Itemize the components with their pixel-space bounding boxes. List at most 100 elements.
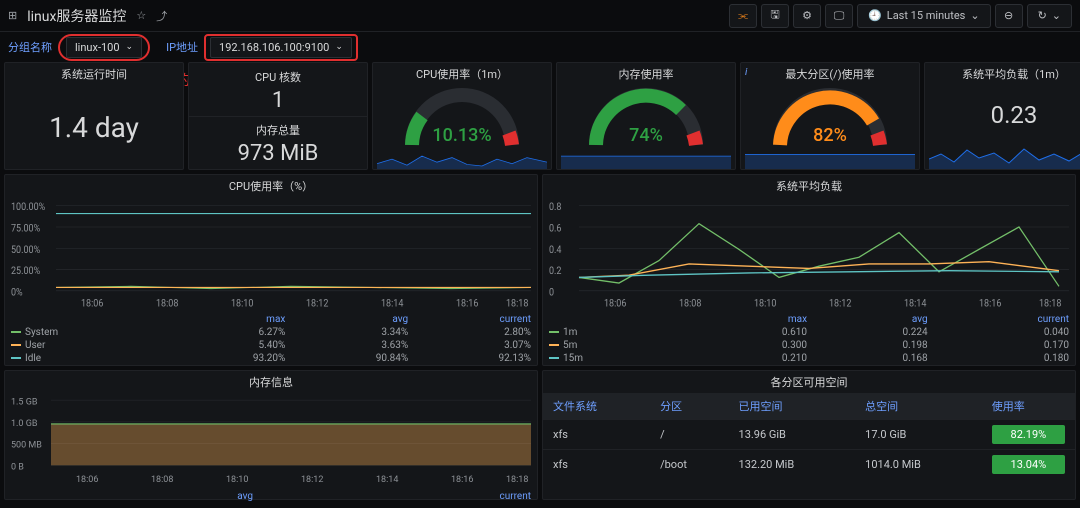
svg-text:0.8: 0.8 — [549, 202, 561, 214]
svg-text:18:12: 18:12 — [829, 298, 852, 310]
svg-text:1.5 GB: 1.5 GB — [11, 397, 38, 407]
refresh-button[interactable]: ↻ ⌄ — [1027, 4, 1072, 28]
gauge-value: 82% — [813, 125, 847, 146]
col-pct[interactable]: 使用率 — [982, 393, 1075, 420]
gauge-value: 10.13% — [432, 125, 491, 146]
cpu-chart[interactable]: 100.00% 75.00% 50.00% 25.00% 0% 18:06 18… — [11, 199, 531, 311]
svg-text:18:10: 18:10 — [226, 475, 248, 485]
panel-title: 内存使用率 — [557, 63, 735, 85]
cpu-cores-value: 1 — [189, 88, 367, 113]
svg-text:18:18: 18:18 — [1039, 298, 1061, 310]
chart-row: CPU使用率（%） 100.00% 75.00% 50.00% 25.00% 0… — [0, 174, 1080, 366]
variable-bar: 分组名称 linux-100 ⌄ IP地址 192.168.106.100:91… — [0, 32, 1080, 62]
panel-title: 各分区可用空间 — [543, 371, 1075, 393]
svg-text:18:08: 18:08 — [679, 298, 701, 310]
svg-text:18:06: 18:06 — [81, 298, 103, 310]
tv-button[interactable]: 🖵 — [825, 4, 853, 28]
panel-title: 内存总量 — [189, 119, 367, 141]
mem-chart[interactable]: 1.5 GB 1.0 GB 500 MB 0 B 18:06 18:08 18:… — [11, 395, 531, 488]
col-fs[interactable]: 文件系统 — [543, 393, 650, 420]
sparkline — [925, 144, 1080, 169]
svg-text:18:16: 18:16 — [456, 298, 478, 310]
panel-disk-root: i 最大分区(/)使用率 82% — [740, 62, 920, 170]
time-range-label: Last 15 minutes — [887, 9, 966, 22]
panel-mem-pct: 内存使用率 74% — [556, 62, 736, 170]
panel-mem-chart: 内存信息 1.5 GB 1.0 GB 500 MB 0 B 18:06 18:0… — [4, 370, 538, 500]
cpu-legend: maxavgcurrent System6.27%3.34%2.80% User… — [5, 313, 537, 365]
clock-icon: 🕘 — [868, 9, 882, 22]
var-group-value: linux-100 — [75, 41, 120, 54]
panel-load-chart: 系统平均负载 0.8 0.6 0.4 0.2 0 18:06 18:08 18:… — [542, 174, 1076, 366]
gauge-value: 74% — [629, 125, 663, 146]
legend-row: 15m0.2100.1680.180 — [543, 352, 1075, 365]
sparkline — [373, 150, 551, 169]
usage-badge: 82.19% — [992, 425, 1065, 444]
panel-title: CPU使用率（%） — [5, 175, 537, 197]
table-row: xfs/boot132.20 MiB1014.0 MiB13.04% — [543, 450, 1075, 480]
legend-row: System6.27%3.34%2.80% — [5, 326, 537, 339]
panel-title: 最大分区(/)使用率 — [741, 63, 919, 85]
var-ip-value: 192.168.106.100:9100 — [219, 41, 329, 54]
col-total[interactable]: 总空间 — [855, 393, 982, 420]
star-icon[interactable]: ☆ — [136, 9, 146, 22]
legend-row: Idle93.20%90.84%92.13% — [5, 352, 537, 365]
save-icon: 🖫 — [770, 6, 779, 25]
panel-title: 系统运行时间 — [5, 63, 183, 85]
svg-text:0.4: 0.4 — [549, 244, 562, 256]
col-used[interactable]: 已用空间 — [729, 393, 856, 420]
dashboard-title: linux服务器监控 — [27, 6, 126, 26]
dashboard-icon: ⊞ — [8, 9, 17, 22]
panel-load-1m: 系统平均负载（1m） 0.23 — [924, 62, 1080, 170]
panel-cpu-1m: CPU使用率（1m） 10.13% — [372, 62, 552, 170]
legend-row: 1m0.6100.2240.040 — [543, 326, 1075, 339]
svg-text:18:14: 18:14 — [381, 298, 404, 310]
var-group-label: 分组名称 — [8, 39, 52, 55]
svg-text:25.00%: 25.00% — [11, 266, 40, 278]
info-icon[interactable]: i — [745, 67, 747, 78]
load-legend: maxavgcurrent 1m0.6100.2240.040 5m0.3000… — [543, 313, 1075, 365]
panel-title: CPU 核数 — [189, 66, 367, 88]
legend-row: User5.40%3.63%3.07% — [5, 339, 537, 352]
svg-text:0.6: 0.6 — [549, 223, 561, 235]
save-button[interactable]: 🖫 — [761, 4, 789, 28]
svg-text:100.00%: 100.00% — [11, 202, 45, 214]
panel-uptime: 系统运行时间 1.4 day — [4, 62, 184, 170]
svg-text:0.2: 0.2 — [549, 266, 562, 278]
disk-table: 文件系统 分区 已用空间 总空间 使用率 xfs/13.96 GiB17.0 G… — [543, 393, 1075, 479]
topbar: ⊞ linux服务器监控 ☆ ⤴ ⫘ 🖫 ⚙ 🖵 🕘 Last 15 minut… — [0, 0, 1080, 32]
add-panel-button[interactable]: ⫘ — [729, 4, 757, 28]
svg-text:0 B: 0 B — [11, 462, 24, 472]
gear-icon: ⚙ — [802, 9, 812, 22]
svg-text:18:06: 18:06 — [76, 475, 98, 485]
chevron-down-icon: ⌄ — [335, 42, 343, 52]
share-icon[interactable]: ⤴ — [156, 8, 167, 24]
svg-text:18:16: 18:16 — [451, 475, 473, 485]
zoom-out-button[interactable]: ⊖ — [995, 4, 1023, 28]
panel-disk-table: 各分区可用空间 文件系统 分区 已用空间 总空间 使用率 xfs/13.96 G… — [542, 370, 1076, 500]
chevron-down-icon: ⌄ — [1052, 9, 1061, 22]
chevron-down-icon: ⌄ — [970, 9, 979, 22]
load-chart[interactable]: 0.8 0.6 0.4 0.2 0 18:06 18:08 18:10 18:1… — [549, 199, 1069, 311]
table-row: xfs/13.96 GiB17.0 GiB82.19% — [543, 420, 1075, 450]
panel-title: 内存信息 — [5, 371, 537, 393]
var-group-dropdown[interactable]: linux-100 ⌄ — [66, 37, 142, 58]
svg-text:18:12: 18:12 — [301, 475, 323, 485]
settings-button[interactable]: ⚙ — [793, 4, 821, 28]
svg-text:50.00%: 50.00% — [11, 244, 40, 256]
var-ip-dropdown[interactable]: 192.168.106.100:9100 ⌄ — [210, 37, 352, 58]
bottom-row: 内存信息 1.5 GB 1.0 GB 500 MB 0 B 18:06 18:0… — [0, 370, 1080, 500]
stat-row: 系统运行时间 1.4 day CPU 核数 1 内存总量 973 MiB CPU… — [0, 62, 1080, 170]
svg-text:500 MB: 500 MB — [11, 441, 42, 451]
svg-text:1.0 GB: 1.0 GB — [11, 419, 38, 429]
svg-text:18:08: 18:08 — [151, 475, 173, 485]
var-ip-label: IP地址 — [166, 39, 198, 55]
svg-text:18:06: 18:06 — [604, 298, 626, 310]
svg-text:18:18: 18:18 — [506, 475, 528, 485]
time-range-picker[interactable]: 🕘 Last 15 minutes ⌄ — [857, 4, 991, 28]
svg-text:18:14: 18:14 — [376, 475, 398, 485]
panel-title: 系统平均负载（1m） — [925, 63, 1080, 85]
panel-cpu-mem: CPU 核数 1 内存总量 973 MiB — [188, 62, 368, 170]
legend-row: 5m0.3000.1980.170 — [543, 339, 1075, 352]
sparkline — [741, 150, 919, 169]
col-mount[interactable]: 分区 — [650, 393, 728, 420]
